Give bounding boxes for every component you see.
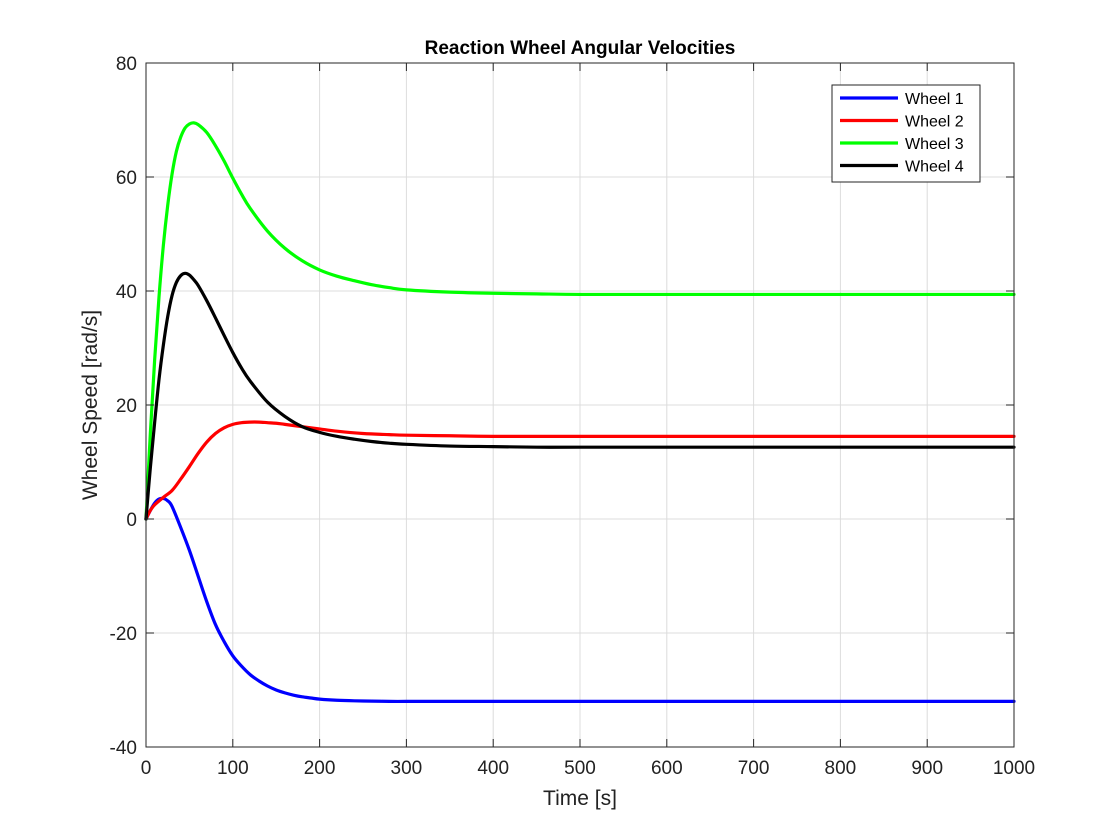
y-tick-label: 0 xyxy=(126,510,137,531)
x-tick-label: 600 xyxy=(651,758,683,779)
x-tick-label: 900 xyxy=(911,758,943,779)
x-tick-label: 200 xyxy=(304,758,336,779)
legend-label-wheel-2: Wheel 2 xyxy=(905,114,964,131)
series-line-wheel-1 xyxy=(144,496,1016,704)
x-tick-label: 300 xyxy=(391,758,423,779)
legend-label-wheel-1: Wheel 1 xyxy=(905,91,964,108)
tick-labels: 0 100 200 300 400 500 600 700 800 900 1000 -40 -20 0 2… xyxy=(110,54,1036,779)
chart-title: Reaction Wheel Angular Velocities xyxy=(425,38,736,59)
y-tick-label: 80 xyxy=(116,54,137,75)
x-tick-label: 1000 xyxy=(993,758,1035,779)
y-tick-label: 40 xyxy=(116,282,137,303)
series-layer xyxy=(144,121,1016,704)
y-axis-label: Wheel Speed [rad/s] xyxy=(79,310,102,500)
x-tick-label: 0 xyxy=(141,758,152,779)
x-axis-label: Time [s] xyxy=(543,787,617,810)
legend: Wheel 1 Wheel 2 Wheel 3 Wheel 4 xyxy=(831,84,981,183)
y-tick-label: -20 xyxy=(110,624,137,645)
y-tick-label: 60 xyxy=(116,168,137,189)
x-tick-label: 500 xyxy=(564,758,596,779)
series-line-wheel-2 xyxy=(144,420,1016,521)
x-tick-label: 100 xyxy=(217,758,249,779)
series-line-wheel-3 xyxy=(144,121,1016,521)
series-line-wheel-4 xyxy=(144,271,1016,521)
x-tick-label: 700 xyxy=(738,758,770,779)
grid xyxy=(146,63,1014,747)
x-tick-label: 800 xyxy=(825,758,857,779)
y-tick-label: 20 xyxy=(116,396,137,417)
axis-ticks xyxy=(145,62,1015,748)
legend-label-wheel-4: Wheel 4 xyxy=(905,159,964,176)
x-tick-label: 400 xyxy=(477,758,509,779)
y-tick-label: -40 xyxy=(110,738,137,759)
legend-label-wheel-3: Wheel 3 xyxy=(905,136,964,153)
